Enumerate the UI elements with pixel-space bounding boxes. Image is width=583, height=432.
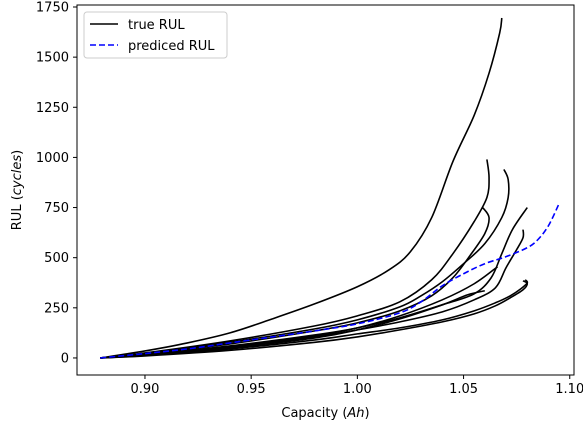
y-axis-label-unit: cycles bbox=[10, 155, 25, 196]
x-tick-label: 1.10 bbox=[555, 382, 583, 397]
y-tick-label: 1500 bbox=[36, 51, 69, 66]
y-tick-label: 250 bbox=[44, 301, 69, 316]
legend-box bbox=[83, 11, 228, 59]
true-rul-line-2 bbox=[100, 159, 490, 359]
true-rul-line-8 bbox=[100, 279, 529, 359]
y-axis-label-open-paren: ( bbox=[10, 195, 25, 200]
x-tick-label: 0.95 bbox=[237, 382, 266, 397]
series-layer bbox=[100, 17, 560, 359]
y-tick-label: 1750 bbox=[36, 1, 69, 16]
legend-label-predicted-rul: prediced RUL bbox=[128, 39, 215, 54]
x-tick-label: 0.90 bbox=[130, 382, 159, 397]
x-tick-label: 1.05 bbox=[449, 382, 478, 397]
x-axis-label-unit: Ah bbox=[346, 406, 364, 421]
true-rul-line-1 bbox=[100, 17, 503, 359]
y-axis-label-text: RUL bbox=[10, 204, 25, 231]
y-tick-label: 500 bbox=[44, 251, 69, 266]
legend: true RUL prediced RUL bbox=[83, 11, 228, 59]
y-axis-label: RUL (cycles) bbox=[10, 150, 25, 230]
y-tick-label: 1000 bbox=[36, 151, 69, 166]
true-rul-line-9 bbox=[100, 280, 529, 359]
ticks-layer: 0.90 0.95 1.00 1.05 1.10 0 250 500 750 1000 1250 15… bbox=[36, 1, 583, 397]
true-rul-line-10 bbox=[100, 289, 485, 359]
predicted-rul-line bbox=[100, 203, 560, 359]
legend-label-true-rul: true RUL bbox=[128, 18, 185, 33]
plot-frame bbox=[76, 4, 575, 376]
x-axis-label-text: Capacity bbox=[281, 406, 338, 421]
y-tick-label: 1250 bbox=[36, 101, 69, 116]
x-axis-label-open-paren: ( bbox=[342, 406, 347, 421]
y-tick-label: 750 bbox=[44, 201, 69, 216]
x-tick-label: 1.00 bbox=[343, 382, 372, 397]
y-tick-label: 0 bbox=[61, 351, 69, 366]
x-axis-label-close-paren: ) bbox=[365, 406, 370, 421]
y-axis-label-close-paren: ) bbox=[10, 150, 25, 155]
x-axis-label: Capacity (Ah) bbox=[281, 406, 369, 421]
